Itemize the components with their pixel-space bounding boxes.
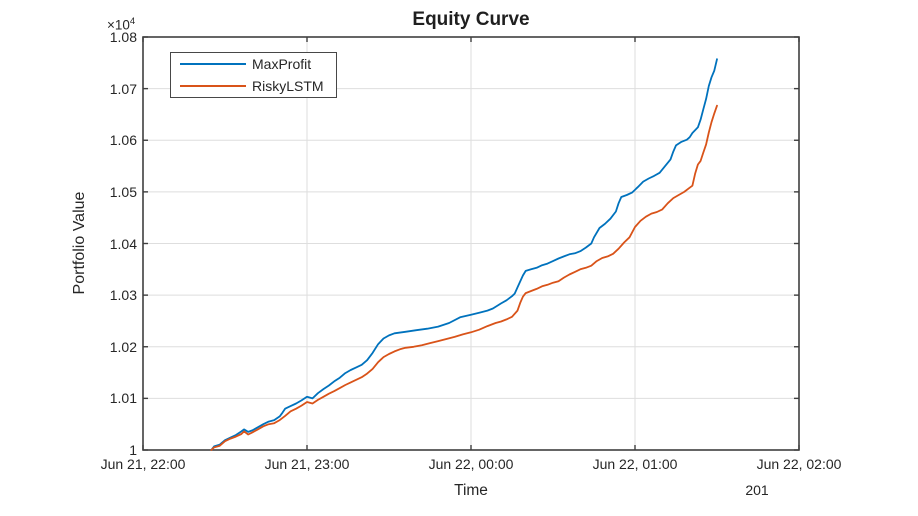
series-line-maxprofit [210, 58, 718, 451]
x-tick-label: Jun 22, 02:00 [756, 456, 842, 472]
legend-entry-riskylstm: RiskyLSTM [171, 76, 336, 96]
legend-line-sample-maxprofit [180, 63, 246, 66]
y-tick-label: 1.02 [109, 338, 137, 355]
y-tick-label: 1.01 [109, 390, 137, 407]
y-tick-label: 1.06 [109, 132, 137, 149]
y-tick-label: 1.07 [109, 80, 137, 97]
x-tick-label: Jun 21, 23:00 [264, 456, 350, 472]
y-axis-label: Portfolio Value [71, 191, 88, 295]
y-tick-label: 1.08 [109, 29, 137, 45]
legend-entry-maxprofit: MaxProfit [171, 54, 336, 74]
legend-line-sample-riskylstm [180, 84, 246, 87]
x-axis-year-label: 201 [745, 482, 769, 498]
x-tick-label: Jun 21, 22:00 [100, 456, 186, 472]
y-axis-exponent-base: ×10 [107, 17, 130, 33]
legend-label-riskylstm: RiskyLSTM [252, 77, 324, 94]
y-axis-exponent-power: 4 [129, 16, 136, 27]
series-line-riskylstm [210, 104, 718, 451]
chart-title: Equity Curve [412, 9, 530, 30]
x-axis-label: Time [454, 482, 488, 499]
y-tick-label: 1.05 [109, 183, 137, 200]
y-tick-label: 1.04 [109, 235, 137, 252]
y-tick-label: 1 [129, 442, 137, 458]
y-axis-exponent: ×104 [107, 16, 135, 33]
x-tick-label: Jun 22, 01:00 [592, 456, 678, 472]
legend-label-maxprofit: MaxProfit [252, 56, 312, 73]
y-tick-label: 1.03 [109, 287, 137, 304]
x-tick-label: Jun 22, 00:00 [428, 456, 514, 472]
legend: MaxProfit RiskyLSTM [170, 52, 337, 98]
